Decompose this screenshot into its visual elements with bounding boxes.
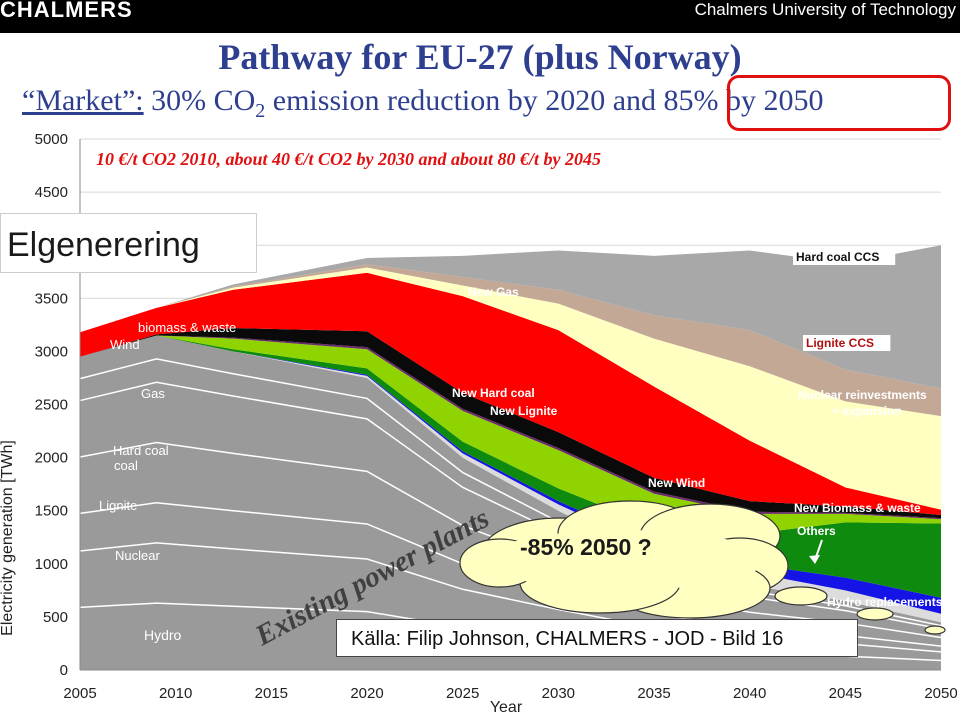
area-label-5: New Hard coal xyxy=(452,386,535,400)
section-label: Elgenerering xyxy=(7,226,200,264)
x-tick-label-7: 2040 xyxy=(733,685,766,702)
bubble-text: -85% 2050 ? xyxy=(520,534,652,560)
slide-subtitle: “Market”: 30% CO2 emission reduction by … xyxy=(22,84,824,123)
area-label-7: New Wind xyxy=(648,476,705,490)
area-label-9: Others xyxy=(797,524,836,538)
y-tick-label-0: 0 xyxy=(60,662,68,679)
subtitle-subscript: 2 xyxy=(255,100,266,122)
series-area-7 xyxy=(80,272,941,515)
chalmers-logo-text: CHALMERS xyxy=(0,0,133,22)
x-tick-label-6: 2035 xyxy=(637,685,670,702)
subtitle-market: “Market”: xyxy=(22,84,144,117)
subtitle-part-b: emission reduction by 2020 and 85% by 20… xyxy=(265,84,824,117)
cloud-core xyxy=(485,530,765,590)
area-label-1: Lignite CCS xyxy=(806,336,874,350)
thought-dot-1 xyxy=(856,607,894,621)
series-area-2 xyxy=(80,335,941,614)
y-axis-title: Electricity generation [TWh] xyxy=(0,440,16,636)
area-label-bg-0 xyxy=(793,249,896,265)
thought-dot-0 xyxy=(774,586,828,606)
area-label-bg-1 xyxy=(803,335,891,351)
x-tick-label-5: 2030 xyxy=(542,685,575,702)
university-name: Chalmers University of Technology xyxy=(694,0,956,19)
series-area-6 xyxy=(80,328,941,519)
x-tick-label-3: 2020 xyxy=(350,685,383,702)
others-arrow-head xyxy=(809,555,820,564)
series-area-1 xyxy=(80,335,941,623)
existing-label-6: biomass & waste xyxy=(138,320,236,335)
cloud-bubble xyxy=(459,500,789,619)
source-credit: Källa: Filip Johnson, CHALMERS - JOD - B… xyxy=(351,628,784,650)
x-axis-title: Year xyxy=(490,699,523,716)
y-tick-label-9: 4500 xyxy=(35,184,68,201)
y-tick-label-4: 2000 xyxy=(35,450,68,467)
section-label-box: Elgenerering xyxy=(0,213,257,273)
area-label-8: New Biomass & waste xyxy=(794,501,921,515)
area-label-4: New Gas xyxy=(468,285,519,299)
area-label-10: Hydro replacements xyxy=(827,595,943,609)
source-box: Källa: Filip Johnson, CHALMERS - JOD - B… xyxy=(336,619,858,657)
thought-dot-2 xyxy=(924,625,946,635)
existing-label-hardcoal-2: coal xyxy=(114,458,138,473)
x-tick-label-2: 2015 xyxy=(255,685,288,702)
highlight-box xyxy=(727,75,951,131)
series-area-9 xyxy=(80,264,941,417)
x-tick-label-8: 2045 xyxy=(829,685,862,702)
y-tick-label-2: 1000 xyxy=(35,556,68,573)
series-area-4 xyxy=(80,335,941,535)
y-tick-label-3: 1500 xyxy=(35,503,68,520)
x-tick-label-1: 2010 xyxy=(159,685,192,702)
existing-label-1: Nuclear xyxy=(115,548,160,563)
slide-title: Pathway for EU-27 (plus Norway) xyxy=(218,37,742,77)
area-label-6: New Lignite xyxy=(490,404,558,418)
y-tick-label-7: 3500 xyxy=(35,290,68,307)
area-label-0: Hard coal CCS xyxy=(796,250,879,264)
chart-title: 10 €/t CO2 2010, about 40 €/t CO2 by 203… xyxy=(96,149,601,169)
y-tick-label-5: 2500 xyxy=(35,397,68,414)
area-chart: 0500100015002000250030003500400045005000… xyxy=(0,131,958,716)
x-tick-label-9: 2050 xyxy=(924,685,957,702)
x-tick-label-0: 2005 xyxy=(63,685,96,702)
series-area-10 xyxy=(80,245,941,389)
y-tick-label-6: 3000 xyxy=(35,343,68,360)
series-area-8 xyxy=(80,267,941,510)
existing-label-4: Gas xyxy=(141,386,165,401)
existing-label-2: Lignite xyxy=(99,498,137,513)
y-tick-label-10: 5000 xyxy=(35,131,68,148)
area-label-3: + expansion xyxy=(832,404,902,418)
x-tick-label-4: 2025 xyxy=(446,685,479,702)
subtitle-part-a: 30% CO xyxy=(143,84,256,117)
y-tick-label-1: 500 xyxy=(43,609,68,626)
area-label-2: Nuclear reinvestments xyxy=(798,388,927,402)
existing-label-5: Wind xyxy=(110,337,140,352)
header-bar: CHALMERS Chalmers University of Technolo… xyxy=(0,0,960,33)
existing-label-0: Hydro xyxy=(144,627,182,643)
existing-label-3: Hard coal xyxy=(113,443,169,458)
